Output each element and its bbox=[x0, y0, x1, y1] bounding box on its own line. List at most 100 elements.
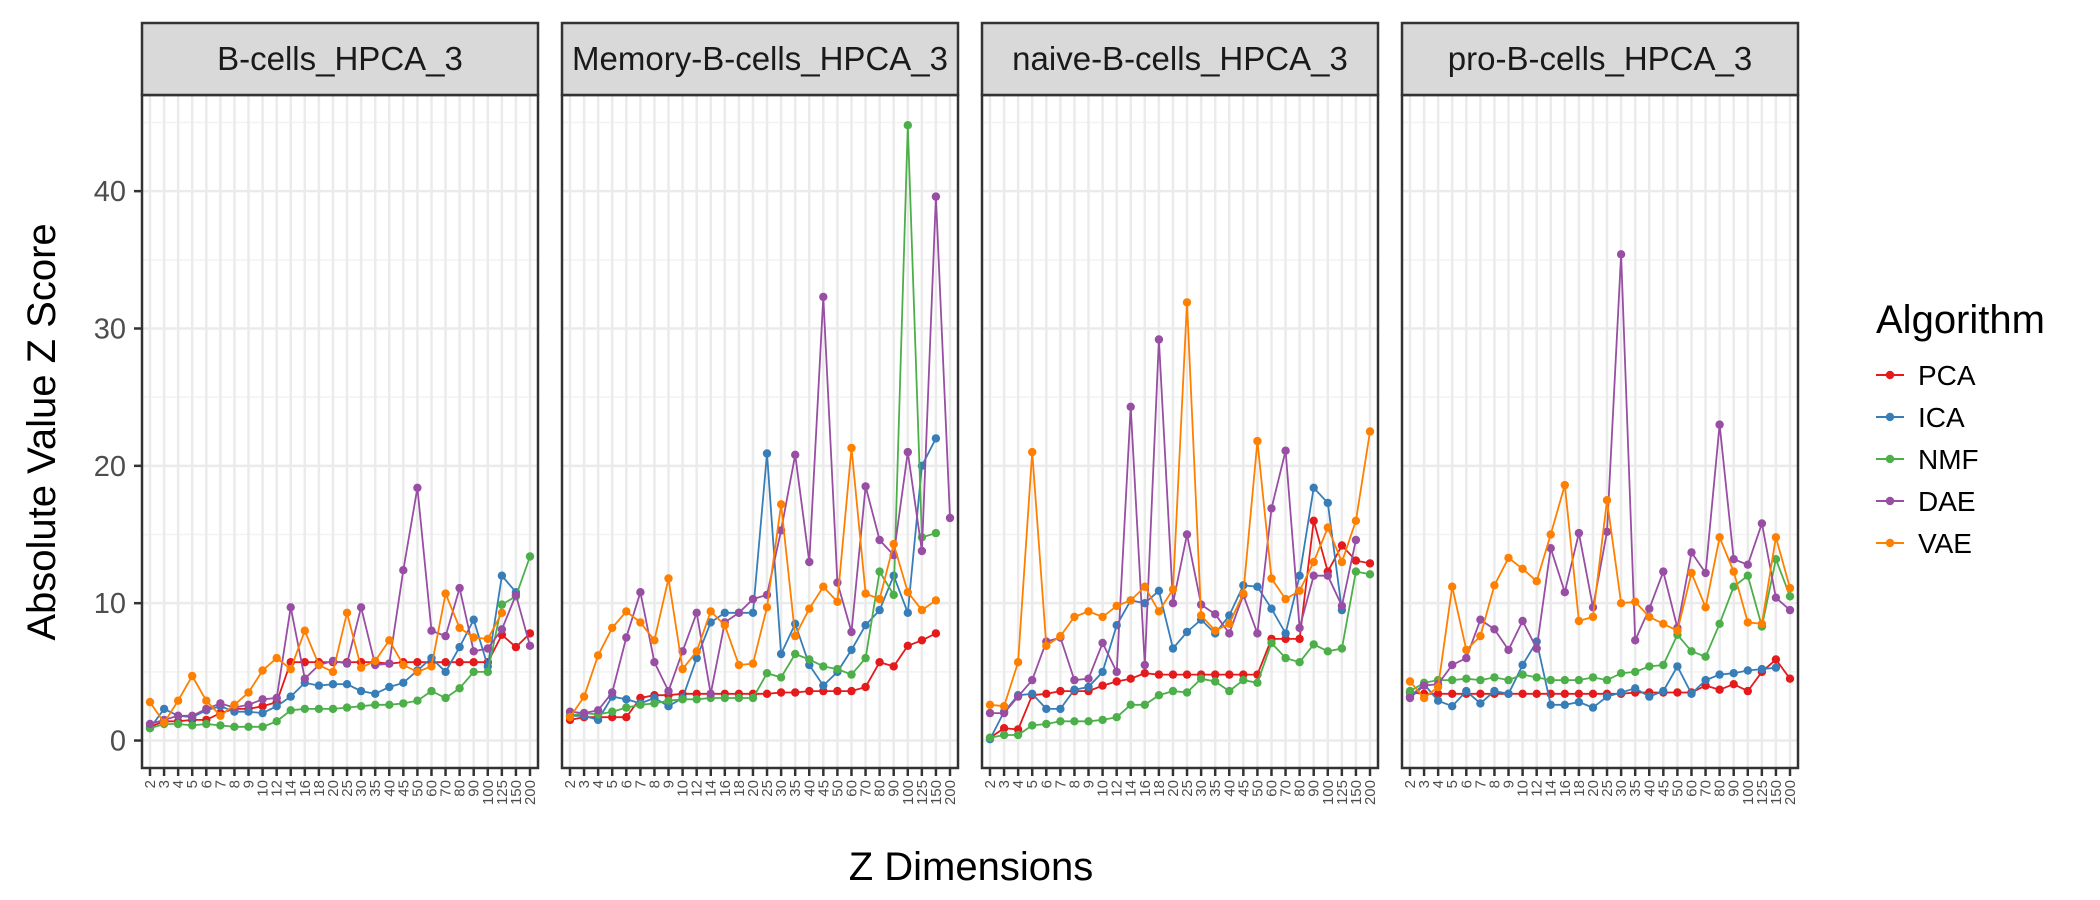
x-tick-label: 5 bbox=[604, 780, 621, 788]
data-point-dae bbox=[1323, 571, 1333, 580]
data-point-pca bbox=[1771, 655, 1781, 664]
data-point-vae bbox=[917, 605, 927, 615]
data-point-vae bbox=[1715, 533, 1724, 542]
data-point-dae bbox=[1225, 629, 1234, 638]
data-point-ica bbox=[1757, 664, 1767, 674]
legend-label: ICA bbox=[1918, 402, 1965, 433]
data-point-ica bbox=[1616, 688, 1626, 697]
series-line-dae bbox=[149, 487, 531, 725]
data-point-nmf bbox=[931, 528, 941, 538]
legend-item-pca: PCA bbox=[1876, 360, 1976, 391]
series-line-nmf bbox=[149, 556, 531, 730]
data-point-pca bbox=[762, 689, 772, 698]
data-point-vae bbox=[650, 636, 659, 645]
data-point-ica bbox=[692, 653, 701, 663]
data-point-nmf bbox=[1743, 571, 1753, 580]
y-axis-title: Absolute Value Z Score bbox=[20, 223, 64, 640]
x-axis: 2345678910121416182025303540455060708090… bbox=[142, 768, 539, 805]
data-point-nmf bbox=[1504, 675, 1513, 685]
data-point-nmf bbox=[1448, 675, 1457, 685]
data-point-nmf bbox=[1126, 700, 1135, 709]
x-axis: 2345678910121416182025303540455060708090… bbox=[982, 768, 1379, 805]
panel-background bbox=[1402, 95, 1798, 768]
data-point-dae bbox=[1729, 555, 1738, 564]
x-tick-label: 70 bbox=[1278, 780, 1295, 797]
x-tick-label: 5 bbox=[1024, 780, 1041, 788]
data-point-dae bbox=[216, 699, 225, 708]
data-point-pca bbox=[1588, 689, 1598, 698]
data-point-nmf bbox=[1098, 715, 1107, 725]
data-point-ica bbox=[791, 619, 800, 628]
data-point-dae bbox=[1448, 660, 1457, 670]
x-tick-label: 30 bbox=[1613, 780, 1630, 797]
data-point-nmf bbox=[1013, 730, 1023, 740]
data-point-nmf bbox=[469, 667, 478, 677]
data-point-vae bbox=[565, 713, 575, 722]
data-point-nmf bbox=[314, 704, 324, 714]
data-point-dae bbox=[455, 583, 464, 593]
data-point-ica bbox=[314, 681, 324, 690]
data-point-vae bbox=[1253, 436, 1262, 446]
data-point-vae bbox=[413, 667, 422, 677]
data-point-vae bbox=[861, 589, 870, 598]
data-point-vae bbox=[1673, 626, 1682, 635]
data-point-vae bbox=[1239, 589, 1248, 598]
data-point-dae bbox=[427, 626, 436, 635]
data-point-vae bbox=[1476, 631, 1485, 641]
data-point-ica bbox=[1309, 483, 1318, 492]
data-point-pca bbox=[1574, 689, 1584, 698]
data-point-vae bbox=[1211, 626, 1220, 635]
x-tick-label: 2 bbox=[1402, 780, 1419, 788]
x-tick-label: 16 bbox=[1557, 780, 1574, 797]
data-point-pca bbox=[1112, 677, 1121, 686]
data-point-ica bbox=[1701, 675, 1710, 685]
data-point-vae bbox=[1448, 582, 1457, 591]
data-point-pca bbox=[847, 686, 856, 696]
data-point-ica bbox=[1448, 702, 1457, 711]
data-point-ica bbox=[1267, 604, 1276, 613]
data-point-vae bbox=[1574, 616, 1584, 626]
data-point-vae bbox=[385, 636, 394, 645]
data-point-dae bbox=[286, 603, 295, 612]
data-point-dae bbox=[1462, 653, 1471, 663]
data-point-pca bbox=[455, 658, 464, 667]
data-point-dae bbox=[1546, 544, 1555, 553]
x-tick-label: 20 bbox=[745, 780, 762, 797]
data-point-ica bbox=[1490, 686, 1499, 696]
data-point-nmf bbox=[1225, 686, 1234, 696]
data-point-dae bbox=[1211, 610, 1220, 619]
panel-data bbox=[145, 483, 535, 733]
y-tick-label: 10 bbox=[94, 588, 126, 620]
data-point-nmf bbox=[692, 695, 701, 704]
data-point-nmf bbox=[776, 673, 786, 682]
data-point-nmf bbox=[1405, 686, 1415, 696]
data-point-dae bbox=[1126, 402, 1135, 411]
x-tick-label: 12 bbox=[1529, 780, 1546, 797]
x-tick-label: 9 bbox=[1081, 780, 1098, 788]
data-point-dae bbox=[833, 578, 842, 587]
x-tick-label: 70 bbox=[858, 780, 875, 797]
data-point-ica bbox=[356, 686, 366, 696]
data-point-vae bbox=[1196, 611, 1206, 620]
data-point-nmf bbox=[1182, 688, 1192, 697]
data-point-vae bbox=[1042, 641, 1051, 650]
x-tick-label: 80 bbox=[452, 780, 469, 797]
data-point-vae bbox=[244, 688, 253, 697]
data-point-nmf bbox=[483, 667, 492, 677]
data-point-pca bbox=[833, 686, 842, 696]
data-point-nmf bbox=[385, 700, 394, 709]
data-point-nmf bbox=[650, 699, 659, 708]
data-point-dae bbox=[664, 686, 673, 696]
strip-label: Memory-B-cells_HPCA_3 bbox=[572, 40, 948, 77]
x-tick-label: 10 bbox=[255, 780, 272, 797]
data-point-dae bbox=[1154, 335, 1164, 344]
data-point-nmf bbox=[903, 121, 912, 130]
data-point-nmf bbox=[525, 552, 535, 561]
data-point-dae bbox=[931, 192, 941, 201]
data-point-vae bbox=[903, 588, 912, 597]
data-point-nmf bbox=[875, 567, 884, 576]
data-point-vae bbox=[202, 696, 211, 705]
data-point-vae bbox=[706, 607, 715, 616]
data-point-ica bbox=[819, 681, 828, 690]
series-line-pca bbox=[989, 520, 1371, 739]
